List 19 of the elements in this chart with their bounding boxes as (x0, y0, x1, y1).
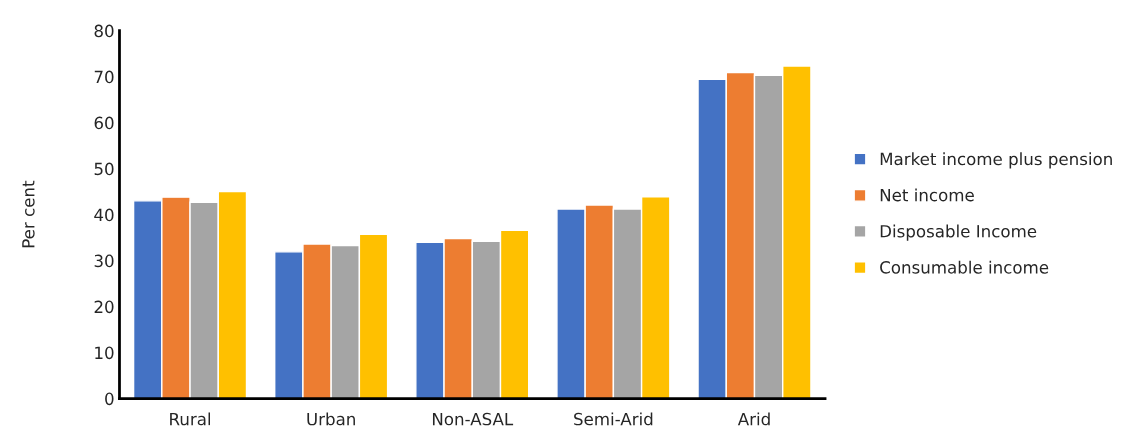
y-tick-label: 20 (94, 300, 114, 314)
y-tick-label: 40 (94, 208, 114, 222)
x-tick-label: Rural (170, 412, 211, 426)
legend-label: Disposable Income (880, 224, 1037, 241)
legend-label: Consumable income (880, 260, 1049, 274)
y-tick-label: 30 (94, 254, 114, 268)
x-tick-label: Urban (307, 412, 355, 426)
x-tick-label: Semi-Arid (574, 412, 653, 426)
x-tick-label: Non-ASAL (432, 412, 514, 426)
y-tick-label: 60 (94, 116, 114, 130)
y-tick-label: 50 (94, 162, 114, 176)
y-axis-title: Per cent (22, 180, 35, 248)
legend-label: Net income (880, 188, 974, 202)
y-tick-label: 10 (95, 346, 114, 360)
y-tick-label: 80 (94, 24, 114, 38)
y-tick-label: 70 (94, 70, 114, 84)
legend-label: Market income plus pension (880, 152, 1112, 169)
y-tick-label: 0 (105, 392, 114, 406)
x-tick-label: Arid (737, 412, 770, 426)
